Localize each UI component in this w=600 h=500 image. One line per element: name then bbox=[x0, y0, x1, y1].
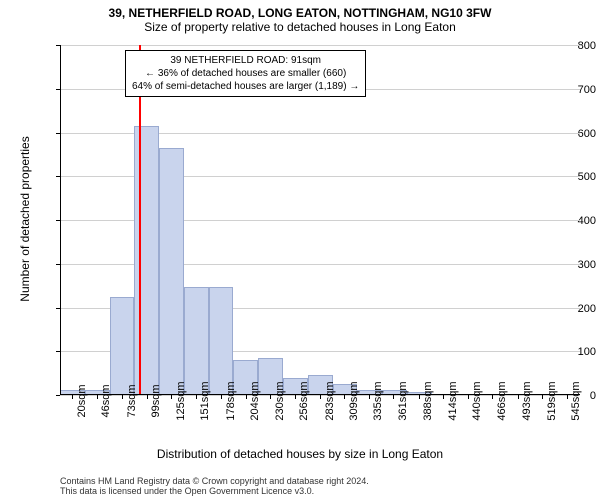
x-tick-mark bbox=[344, 395, 345, 399]
x-tick-mark bbox=[567, 395, 568, 399]
annotation-property: 39 NETHERFIELD ROAD: 91sqm bbox=[132, 54, 359, 67]
x-tick-mark bbox=[468, 395, 469, 399]
y-axis-label: Number of detached properties bbox=[18, 129, 32, 309]
property-marker-line bbox=[139, 45, 141, 395]
x-tick-label: 335sqm bbox=[372, 381, 384, 420]
x-tick-label: 283sqm bbox=[324, 381, 336, 420]
x-tick-mark bbox=[171, 395, 172, 399]
annotation-smaller: ← 36% of detached houses are smaller (66… bbox=[132, 67, 359, 80]
histogram-bar bbox=[209, 287, 234, 396]
x-tick-label: 519sqm bbox=[546, 381, 558, 420]
chart-title-address: 39, NETHERFIELD ROAD, LONG EATON, NOTTIN… bbox=[0, 0, 600, 20]
x-tick-mark bbox=[196, 395, 197, 399]
x-tick-label: 99sqm bbox=[150, 384, 162, 417]
x-tick-label: 388sqm bbox=[422, 381, 434, 420]
x-tick-label: 466sqm bbox=[496, 381, 508, 420]
x-tick-mark bbox=[320, 395, 321, 399]
x-tick-mark bbox=[419, 395, 420, 399]
x-tick-label: 545sqm bbox=[570, 381, 582, 420]
x-tick-label: 73sqm bbox=[126, 384, 138, 417]
y-axis-line bbox=[60, 45, 61, 395]
x-axis-label: Distribution of detached houses by size … bbox=[0, 447, 600, 461]
x-tick-mark bbox=[147, 395, 148, 399]
plot-area: 39 NETHERFIELD ROAD: 91sqm ← 36% of deta… bbox=[60, 45, 580, 395]
annotation-box: 39 NETHERFIELD ROAD: 91sqm ← 36% of deta… bbox=[125, 50, 366, 97]
x-tick-mark bbox=[270, 395, 271, 399]
chart-subtitle: Size of property relative to detached ho… bbox=[0, 20, 600, 38]
x-tick-mark bbox=[295, 395, 296, 399]
histogram-chart: 39, NETHERFIELD ROAD, LONG EATON, NOTTIN… bbox=[0, 0, 600, 500]
histogram-bar bbox=[159, 148, 184, 395]
x-tick-label: 125sqm bbox=[175, 381, 187, 420]
x-tick-label: 204sqm bbox=[249, 381, 261, 420]
grid-line bbox=[60, 45, 580, 46]
histogram-bar bbox=[110, 297, 135, 395]
x-tick-label: 493sqm bbox=[521, 381, 533, 420]
x-tick-label: 440sqm bbox=[471, 381, 483, 420]
x-tick-label: 256sqm bbox=[298, 381, 310, 420]
x-tick-mark bbox=[393, 395, 394, 399]
x-tick-mark bbox=[72, 395, 73, 399]
x-tick-mark bbox=[369, 395, 370, 399]
x-tick-mark bbox=[443, 395, 444, 399]
x-tick-label: 151sqm bbox=[199, 381, 211, 420]
x-tick-mark bbox=[97, 395, 98, 399]
copyright-text: Contains HM Land Registry data © Crown c… bbox=[60, 476, 369, 496]
x-tick-mark bbox=[518, 395, 519, 399]
x-tick-mark bbox=[542, 395, 543, 399]
x-tick-label: 178sqm bbox=[225, 381, 237, 420]
x-tick-label: 361sqm bbox=[397, 381, 409, 420]
x-tick-mark bbox=[221, 395, 222, 399]
histogram-bar bbox=[134, 126, 159, 395]
x-tick-label: 230sqm bbox=[274, 381, 286, 420]
x-tick-label: 20sqm bbox=[76, 384, 88, 417]
histogram-bar bbox=[184, 287, 209, 396]
x-tick-mark bbox=[492, 395, 493, 399]
annotation-larger: 64% of semi-detached houses are larger (… bbox=[132, 80, 359, 93]
x-tick-label: 414sqm bbox=[447, 381, 459, 420]
x-tick-mark bbox=[246, 395, 247, 399]
x-tick-label: 46sqm bbox=[100, 384, 112, 417]
x-tick-label: 309sqm bbox=[348, 381, 360, 420]
x-tick-mark bbox=[122, 395, 123, 399]
